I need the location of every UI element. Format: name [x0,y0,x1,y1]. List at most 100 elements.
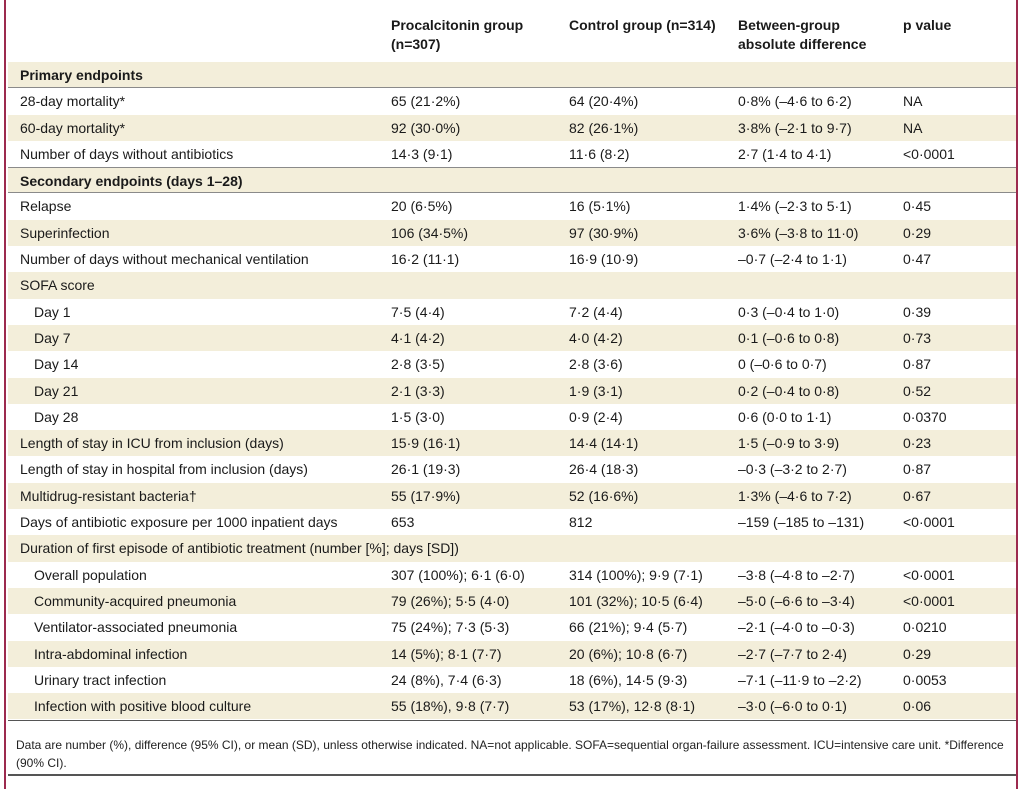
header-procalcitonin-group: Procalcitonin group (n=307) [391,17,524,52]
table-footnote: Data are number (%), difference (95% CI)… [8,720,1016,776]
procalcitonin-value: 2·1 (3·3) [391,382,445,399]
p-value: 0·52 [903,382,932,399]
table-row: 28-day mortality* 65 (21·2%) 64 (20·4%) … [8,88,1016,114]
row-label: 60-day mortality* [20,119,126,136]
difference-value: –3·0 (–6·0 to 0·1) [738,698,847,715]
table-row: Length of stay in hospital from inclusio… [8,456,1016,482]
procalcitonin-value: 307 (100%); 6·1 (6·0) [391,566,525,583]
table-header: Procalcitonin group (n=307) Control grou… [8,0,1016,63]
row-label: Intra-abdominal infection [34,645,188,662]
p-value: 0·39 [903,303,932,320]
procalcitonin-value: 20 (6·5%) [391,198,453,215]
difference-value: 0·8% (–4·6 to 6·2) [738,93,852,110]
table-row: Relapse 20 (6·5%) 16 (5·1%) 1·4% (–2·3 t… [8,193,1016,219]
row-label: Day 1 [34,303,71,320]
table-row: Length of stay in ICU from inclusion (da… [8,430,1016,457]
row-label: Infection with positive blood culture [34,698,252,715]
table-row: Multidrug-resistant bacteria† 55 (17·9%)… [8,482,1016,510]
row-label: Day 28 [34,408,79,425]
difference-value: 0·6 (0·0 to 1·1) [738,408,832,425]
p-value: 0·06 [903,698,932,715]
table-row: Duration of first episode of antibiotic … [8,535,1016,562]
row-label: Relapse [20,198,72,215]
difference-value: 1·3% (–4·6 to 7·2) [738,487,852,504]
table-row: Number of days without antibiotics 14·3 … [8,141,1016,167]
row-label: Day 14 [34,356,79,373]
row-label: Day 7 [34,329,71,346]
control-value: 1·9 (3·1) [569,382,623,399]
control-value: 64 (20·4%) [569,93,639,110]
p-value: <0·0001 [903,514,955,531]
difference-value: 0·3 (–0·4 to 1·0) [738,303,840,320]
difference-value: –0·7 (–2·4 to 1·1) [738,251,847,268]
table-row: 60-day mortality* 92 (30·0%) 82 (26·1%) … [8,114,1016,141]
control-value: 7·2 (4·4) [569,303,623,320]
table-row: Urinary tract infection 24 (8%), 7·4 (6·… [8,667,1016,693]
difference-value: 0·2 (–0·4 to 0·8) [738,382,840,399]
p-value: 0·87 [903,356,932,373]
difference-value: –159 (–185 to –131) [738,514,865,531]
difference-value: 1·4% (–2·3 to 5·1) [738,198,852,215]
difference-value: –7·1 (–11·9 to –2·2) [738,671,862,688]
difference-value: 3·6% (–3·8 to 11·0) [738,224,859,241]
control-value: 66 (21%); 9·4 (5·7) [569,619,688,636]
procalcitonin-value: 15·9 (16·1) [391,435,461,452]
row-label: Number of days without antibiotics [20,145,234,162]
difference-value: –3·8 (–4·8 to –2·7) [738,566,855,583]
table-row: Intra-abdominal infection 14 (5%); 8·1 (… [8,640,1016,667]
table-row: Day 1 7·5 (4·4) 7·2 (4·4) 0·3 (–0·4 to 1… [8,299,1016,325]
p-value: 0·0053 [903,671,947,688]
p-value: 0·45 [903,198,932,215]
difference-value: –5·0 (–6·6 to –3·4) [738,592,855,609]
control-value: 18 (6%), 14·5 (9·3) [569,671,688,688]
row-label: Primary endpoints [20,67,143,83]
difference-value: 0·1 (–0·6 to 0·8) [738,329,840,346]
p-value: 0·0370 [903,408,947,425]
p-value: 0·73 [903,329,932,346]
procalcitonin-value: 7·5 (4·4) [391,303,445,320]
p-value: 0·47 [903,251,932,268]
section-primary-endpoints: Primary endpoints [8,62,1016,89]
procalcitonin-value: 16·2 (11·1) [391,251,460,268]
table-row: SOFA score [8,272,1016,299]
table-row: Day 21 2·1 (3·3) 1·9 (3·1) 0·2 (–0·4 to … [8,377,1016,404]
p-value: 0·87 [903,461,932,478]
row-label: Length of stay in ICU from inclusion (da… [20,435,284,452]
table-body: Primary endpoints 28-day mortality* 65 (… [8,62,1016,720]
table-row: Day 28 1·5 (3·0) 0·9 (2·4) 0·6 (0·0 to 1… [8,404,1016,430]
p-value: 0·23 [903,435,932,452]
control-value: 4·0 (4·2) [569,329,623,346]
table-row: Days of antibiotic exposure per 1000 inp… [8,509,1016,535]
row-label: Multidrug-resistant bacteria† [20,487,197,504]
control-value: 101 (32%); 10·5 (6·4) [569,592,703,609]
procalcitonin-value: 1·5 (3·0) [391,408,445,425]
procalcitonin-value: 26·1 (19·3) [391,461,461,478]
row-label: Secondary endpoints (days 1–28) [20,173,243,190]
row-label: Day 21 [34,382,79,399]
procalcitonin-value: 79 (26%); 5·5 (4·0) [391,592,510,609]
table-row: Overall population 307 (100%); 6·1 (6·0)… [8,562,1016,588]
control-value: 2·8 (3·6) [569,356,623,373]
table-frame [4,0,1018,789]
row-label: Length of stay in hospital from inclusio… [20,461,308,478]
table-row: Community-acquired pneumonia 79 (26%); 5… [8,587,1016,615]
procalcitonin-value: 92 (30·0%) [391,119,461,136]
p-value: 0·29 [903,645,932,662]
row-label: Days of antibiotic exposure per 1000 inp… [20,514,338,531]
section-secondary-endpoints: Secondary endpoints (days 1–28) [8,167,1016,194]
row-label: Ventilator-associated pneumonia [34,619,238,636]
control-value: 26·4 (18·3) [569,461,639,478]
control-value: 812 [569,514,593,531]
procalcitonin-value: 14 (5%); 8·1 (7·7) [391,645,502,662]
procalcitonin-value: 75 (24%); 7·3 (5·3) [391,619,510,636]
p-value: 0·67 [903,487,932,504]
header-p-value: p value [903,17,952,33]
control-value: 14·4 (14·1) [569,435,639,452]
footnote-text: Data are number (%), difference (95% CI)… [16,738,1004,770]
control-value: 16·9 (10·9) [569,251,639,268]
row-label: Overall population [34,566,147,583]
procalcitonin-value: 2·8 (3·5) [391,356,445,373]
difference-value: 1·5 (–0·9 to 3·9) [738,435,840,452]
table-row: Day 7 4·1 (4·2) 4·0 (4·2) 0·1 (–0·6 to 0… [8,324,1016,352]
table-row: Number of days without mechanical ventil… [8,246,1016,272]
